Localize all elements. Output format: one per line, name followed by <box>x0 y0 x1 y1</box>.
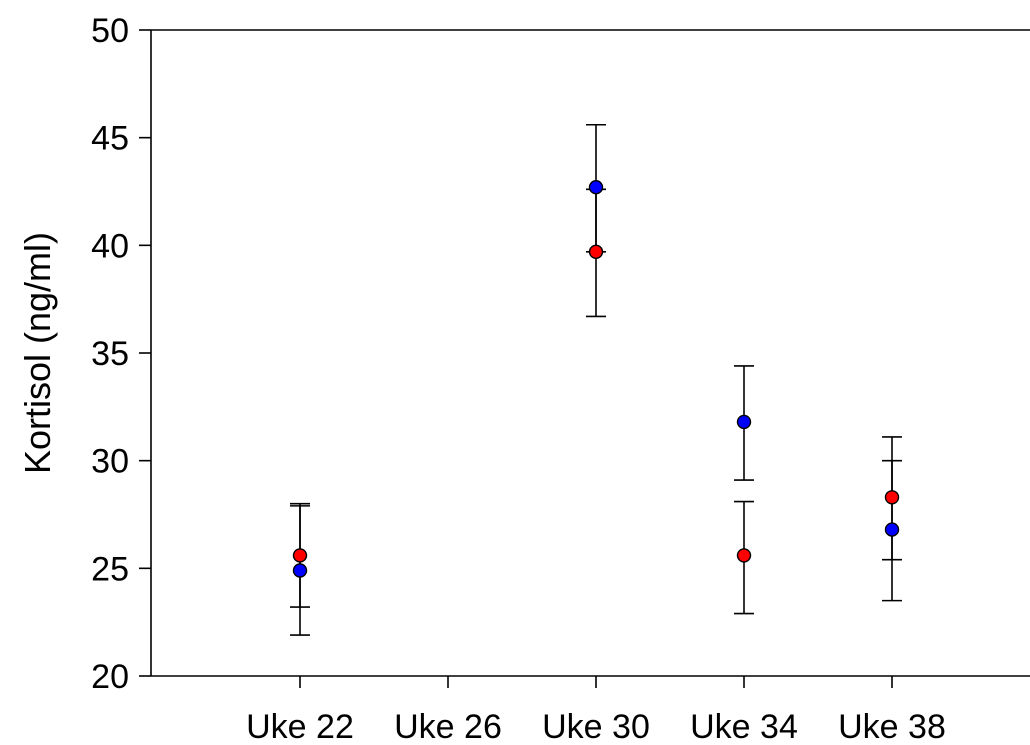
x-tick-label: Uke 34 <box>690 708 798 745</box>
data-point <box>884 522 900 537</box>
error-bars <box>290 123 902 636</box>
x-tick-label: Uke 26 <box>394 708 502 745</box>
data-point <box>736 414 752 430</box>
data-point <box>884 490 900 505</box>
y-tick-label: 30 <box>91 443 129 481</box>
axes <box>150 29 1030 677</box>
y-tick-label: 25 <box>91 550 129 588</box>
y-tick-label: 20 <box>91 658 129 696</box>
y-tick-label: 35 <box>91 335 129 373</box>
y-tick-label: 50 <box>91 12 129 50</box>
y-tick-label: 45 <box>91 120 129 158</box>
x-tick-label: Uke 38 <box>838 708 946 745</box>
x-tick-label: Uke 22 <box>246 708 354 745</box>
x-axis-ticks: Uke 22 Uke 26 Uke 30 Uke 34 Uke 38 <box>246 676 946 745</box>
y-axis-ticks: 20 25 30 35 40 45 50 <box>91 12 151 696</box>
data-point <box>292 548 308 563</box>
data-point <box>736 548 752 563</box>
data-point <box>588 244 604 259</box>
data-point <box>588 179 604 195</box>
y-tick-label: 40 <box>91 227 129 265</box>
y-axis-title: Kortisol (ng/ml) <box>17 232 58 474</box>
data-points <box>292 179 900 578</box>
x-tick-label: Uke 30 <box>542 708 650 745</box>
data-point <box>292 563 308 578</box>
